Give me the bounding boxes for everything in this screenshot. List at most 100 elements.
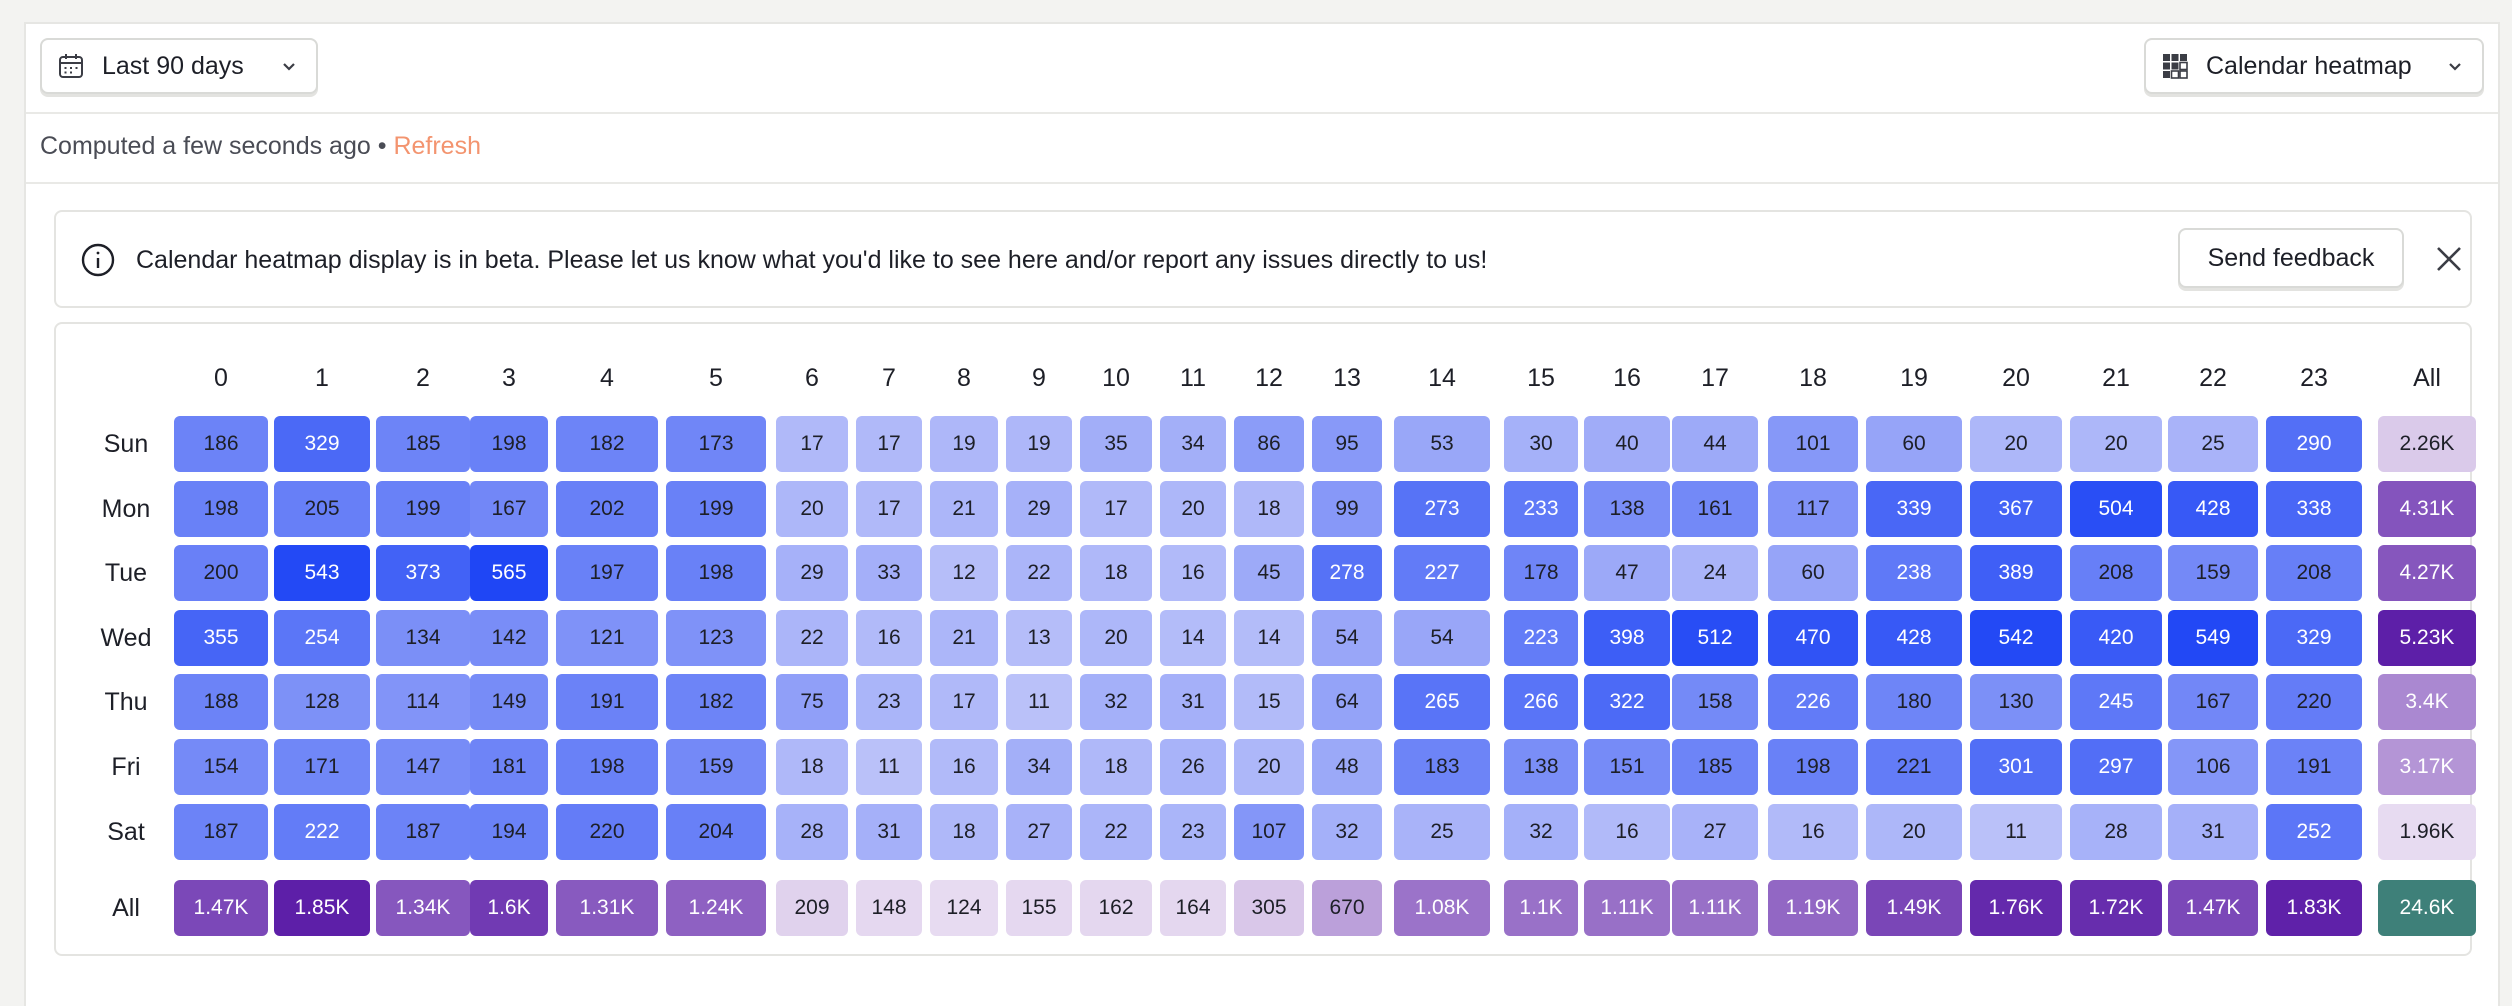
heatmap-cell[interactable]: 171 (274, 739, 370, 795)
heatmap-cell[interactable]: 33 (856, 545, 922, 602)
heatmap-cell[interactable]: 278 (1312, 545, 1382, 602)
heatmap-cell[interactable]: 138 (1584, 480, 1670, 537)
heatmap-cell[interactable]: 25 (2168, 416, 2258, 472)
row-total-cell[interactable]: 5.23K (2378, 609, 2476, 666)
heatmap-cell[interactable]: 197 (556, 545, 658, 602)
heatmap-cell[interactable]: 512 (1672, 609, 1758, 666)
heatmap-cell[interactable]: 245 (2070, 674, 2162, 731)
heatmap-cell[interactable]: 26 (1160, 739, 1226, 795)
heatmap-cell[interactable]: 17 (776, 416, 848, 472)
column-total-cell[interactable]: 1.6K (470, 880, 548, 936)
heatmap-cell[interactable]: 128 (274, 674, 370, 731)
heatmap-cell[interactable]: 154 (174, 739, 268, 795)
heatmap-cell[interactable]: 198 (556, 739, 658, 795)
heatmap-cell[interactable]: 186 (174, 416, 268, 472)
heatmap-cell[interactable]: 32 (1080, 674, 1152, 731)
heatmap-cell[interactable]: 200 (174, 545, 268, 602)
heatmap-cell[interactable]: 389 (1970, 545, 2062, 602)
heatmap-cell[interactable]: 35 (1080, 416, 1152, 472)
date-range-button[interactable]: Last 90 days (40, 38, 318, 94)
grand-total-cell[interactable]: 24.6K (2378, 880, 2476, 936)
heatmap-cell[interactable]: 188 (174, 674, 268, 731)
row-total-cell[interactable]: 3.4K (2378, 674, 2476, 731)
heatmap-cell[interactable]: 329 (274, 416, 370, 472)
heatmap-cell[interactable]: 202 (556, 480, 658, 537)
heatmap-cell[interactable]: 121 (556, 609, 658, 666)
heatmap-cell[interactable]: 173 (666, 416, 766, 472)
heatmap-cell[interactable]: 54 (1312, 609, 1382, 666)
heatmap-cell[interactable]: 504 (2070, 480, 2162, 537)
column-total-cell[interactable]: 164 (1160, 880, 1226, 936)
heatmap-cell[interactable]: 147 (376, 739, 470, 795)
heatmap-cell[interactable]: 31 (2168, 803, 2258, 860)
heatmap-cell[interactable]: 198 (1768, 739, 1858, 795)
heatmap-cell[interactable]: 367 (1970, 480, 2062, 537)
heatmap-cell[interactable]: 159 (2168, 545, 2258, 602)
heatmap-cell[interactable]: 254 (274, 609, 370, 666)
heatmap-cell[interactable]: 22 (1006, 545, 1072, 602)
column-total-cell[interactable]: 155 (1006, 880, 1072, 936)
heatmap-cell[interactable]: 180 (1866, 674, 1962, 731)
column-total-cell[interactable]: 1.76K (1970, 880, 2062, 936)
heatmap-cell[interactable]: 32 (1504, 803, 1578, 860)
heatmap-cell[interactable]: 185 (1672, 739, 1758, 795)
heatmap-cell[interactable]: 25 (1394, 803, 1490, 860)
heatmap-cell[interactable]: 238 (1866, 545, 1962, 602)
heatmap-cell[interactable]: 24 (1672, 545, 1758, 602)
row-total-cell[interactable]: 2.26K (2378, 416, 2476, 472)
heatmap-cell[interactable]: 11 (1006, 674, 1072, 731)
heatmap-cell[interactable]: 322 (1584, 674, 1670, 731)
heatmap-cell[interactable]: 273 (1394, 480, 1490, 537)
heatmap-cell[interactable]: 266 (1504, 674, 1578, 731)
heatmap-cell[interactable]: 60 (1768, 545, 1858, 602)
heatmap-cell[interactable]: 167 (2168, 674, 2258, 731)
heatmap-cell[interactable]: 18 (1080, 739, 1152, 795)
heatmap-cell[interactable]: 14 (1160, 609, 1226, 666)
heatmap-cell[interactable]: 16 (856, 609, 922, 666)
heatmap-cell[interactable]: 28 (2070, 803, 2162, 860)
heatmap-cell[interactable]: 187 (174, 803, 268, 860)
heatmap-cell[interactable]: 17 (856, 416, 922, 472)
heatmap-cell[interactable]: 45 (1234, 545, 1304, 602)
column-total-cell[interactable]: 1.19K (1768, 880, 1858, 936)
heatmap-cell[interactable]: 23 (1160, 803, 1226, 860)
heatmap-cell[interactable]: 22 (776, 609, 848, 666)
heatmap-cell[interactable]: 17 (930, 674, 998, 731)
heatmap-cell[interactable]: 226 (1768, 674, 1858, 731)
heatmap-cell[interactable]: 31 (856, 803, 922, 860)
column-total-cell[interactable]: 148 (856, 880, 922, 936)
visualization-type-button[interactable]: Calendar heatmap (2144, 38, 2484, 94)
heatmap-cell[interactable]: 12 (930, 545, 998, 602)
heatmap-cell[interactable]: 18 (776, 739, 848, 795)
heatmap-cell[interactable]: 182 (666, 674, 766, 731)
heatmap-cell[interactable]: 290 (2266, 416, 2362, 472)
heatmap-cell[interactable]: 151 (1584, 739, 1670, 795)
heatmap-cell[interactable]: 204 (666, 803, 766, 860)
heatmap-cell[interactable]: 191 (556, 674, 658, 731)
heatmap-cell[interactable]: 16 (1768, 803, 1858, 860)
heatmap-cell[interactable]: 134 (376, 609, 470, 666)
heatmap-cell[interactable]: 15 (1234, 674, 1304, 731)
heatmap-cell[interactable]: 398 (1584, 609, 1670, 666)
heatmap-cell[interactable]: 19 (930, 416, 998, 472)
heatmap-cell[interactable]: 542 (1970, 609, 2062, 666)
row-total-cell[interactable]: 1.96K (2378, 803, 2476, 860)
heatmap-cell[interactable]: 20 (1866, 803, 1962, 860)
column-total-cell[interactable]: 1.1K (1504, 880, 1578, 936)
heatmap-cell[interactable]: 86 (1234, 416, 1304, 472)
heatmap-cell[interactable]: 198 (470, 416, 548, 472)
column-total-cell[interactable]: 1.11K (1672, 880, 1758, 936)
heatmap-cell[interactable]: 75 (776, 674, 848, 731)
heatmap-cell[interactable]: 227 (1394, 545, 1490, 602)
heatmap-cell[interactable]: 32 (1312, 803, 1382, 860)
heatmap-cell[interactable]: 11 (1970, 803, 2062, 860)
heatmap-cell[interactable]: 220 (2266, 674, 2362, 731)
heatmap-cell[interactable]: 199 (666, 480, 766, 537)
column-total-cell[interactable]: 162 (1080, 880, 1152, 936)
heatmap-cell[interactable]: 167 (470, 480, 548, 537)
heatmap-cell[interactable]: 17 (1080, 480, 1152, 537)
heatmap-cell[interactable]: 99 (1312, 480, 1382, 537)
heatmap-cell[interactable]: 205 (274, 480, 370, 537)
heatmap-cell[interactable]: 16 (1160, 545, 1226, 602)
heatmap-cell[interactable]: 27 (1006, 803, 1072, 860)
